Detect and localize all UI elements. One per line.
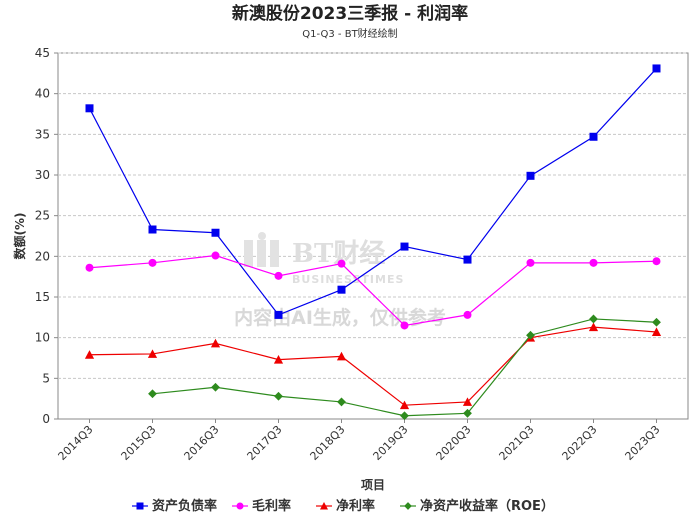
x-tick-label: 2019Q3 bbox=[371, 423, 411, 463]
data-point bbox=[589, 314, 598, 324]
data-point bbox=[211, 228, 220, 237]
legend-marker bbox=[319, 501, 329, 510]
data-point bbox=[337, 285, 346, 294]
data-point bbox=[652, 64, 661, 73]
legend-item: 净利率 bbox=[316, 498, 375, 514]
data-point bbox=[147, 349, 158, 358]
data-point bbox=[148, 225, 157, 234]
series-line bbox=[89, 254, 657, 327]
legend-item: 净资产收益率（ROE） bbox=[400, 498, 554, 514]
y-tick-label: 35 bbox=[35, 127, 50, 141]
series-1 bbox=[85, 251, 661, 330]
data-point bbox=[463, 408, 472, 418]
data-point bbox=[526, 330, 535, 340]
x-axis-label: 项目 bbox=[361, 478, 385, 492]
data-point bbox=[589, 258, 598, 267]
y-tick-label: 0 bbox=[42, 412, 50, 426]
data-point bbox=[400, 321, 409, 330]
data-point bbox=[652, 317, 661, 327]
series-0 bbox=[85, 64, 661, 319]
chart-title: 新澳股份2023三季报 - 利润率 bbox=[232, 3, 468, 24]
data-point bbox=[148, 258, 157, 267]
legend-item: 毛利率 bbox=[232, 498, 291, 514]
data-point bbox=[211, 382, 220, 392]
y-tick-label: 30 bbox=[35, 168, 50, 182]
y-tick-label: 5 bbox=[42, 371, 50, 385]
series-3 bbox=[148, 314, 661, 421]
legend-marker bbox=[136, 502, 144, 510]
legend-label: 毛利率 bbox=[252, 498, 291, 514]
legend-label: 净利率 bbox=[336, 498, 375, 514]
x-tick-label: 2014Q3 bbox=[56, 423, 96, 463]
series-layer bbox=[84, 64, 662, 421]
data-point bbox=[85, 263, 94, 272]
data-point bbox=[463, 310, 472, 319]
data-point bbox=[84, 350, 95, 359]
y-tick-label: 15 bbox=[35, 290, 50, 304]
data-point bbox=[210, 338, 221, 348]
plot-area bbox=[57, 52, 689, 420]
y-tick-label: 10 bbox=[35, 331, 50, 345]
x-tick-label: 2016Q3 bbox=[182, 423, 222, 463]
y-tick-label: 25 bbox=[35, 209, 50, 223]
x-tick-label: 2022Q3 bbox=[560, 423, 600, 463]
data-point bbox=[85, 104, 94, 113]
legend-marker bbox=[404, 502, 412, 510]
data-point bbox=[400, 411, 409, 421]
data-point bbox=[400, 242, 409, 251]
data-point bbox=[526, 258, 535, 267]
data-point bbox=[651, 327, 662, 336]
x-tick-label: 2017Q3 bbox=[245, 423, 285, 463]
data-point bbox=[274, 271, 283, 280]
data-point bbox=[652, 257, 661, 266]
data-point bbox=[211, 251, 220, 260]
chart-subtitle: Q1-Q3 - BT财经绘制 bbox=[302, 27, 397, 40]
watermark-notice: 内容由AI生成，仅供参考 bbox=[234, 306, 446, 329]
data-point bbox=[274, 310, 283, 319]
y-axis-ticks: 0 5 10 15 20 25 30 35 40 45 bbox=[35, 46, 58, 426]
data-point bbox=[336, 351, 347, 361]
y-tick-label: 20 bbox=[35, 249, 50, 263]
legend-label: 资产负债率 bbox=[152, 498, 217, 514]
data-point bbox=[463, 255, 472, 264]
data-point bbox=[337, 259, 346, 268]
data-point bbox=[589, 132, 598, 141]
legend-marker bbox=[236, 502, 244, 510]
series-line bbox=[88, 68, 657, 316]
y-tick-label: 40 bbox=[35, 87, 50, 101]
data-point bbox=[273, 355, 284, 364]
x-tick-label: 2015Q3 bbox=[119, 423, 159, 463]
data-point bbox=[526, 171, 535, 180]
data-point bbox=[274, 391, 283, 401]
series-line bbox=[89, 326, 657, 406]
legend-label: 净资产收益率（ROE） bbox=[420, 498, 554, 514]
grid-lines bbox=[58, 52, 688, 379]
x-tick-label: 2021Q3 bbox=[497, 423, 537, 463]
data-point bbox=[588, 322, 599, 332]
y-tick-label: 45 bbox=[35, 46, 50, 60]
data-point bbox=[148, 389, 157, 399]
y-axis-label: 数额(%) bbox=[12, 213, 27, 260]
x-axis-ticks: 2014Q3 2015Q3 2016Q3 2017Q3 2018Q3 2019Q3 2020… bbox=[56, 419, 663, 463]
x-tick-label: 2023Q3 bbox=[623, 423, 663, 463]
data-point bbox=[462, 397, 473, 406]
legend-item: 资产负债率 bbox=[132, 498, 217, 514]
watermark-logo-icon bbox=[244, 232, 279, 267]
legend: 资产负债率 毛利率 净利率 净资产收益率（ROE） bbox=[132, 498, 554, 514]
data-point bbox=[399, 400, 410, 410]
watermark-logo-subtext: BUSINESSTIMES bbox=[292, 273, 404, 286]
data-point bbox=[337, 397, 346, 407]
x-tick-label: 2018Q3 bbox=[308, 423, 348, 463]
x-tick-label: 2020Q3 bbox=[434, 423, 474, 463]
